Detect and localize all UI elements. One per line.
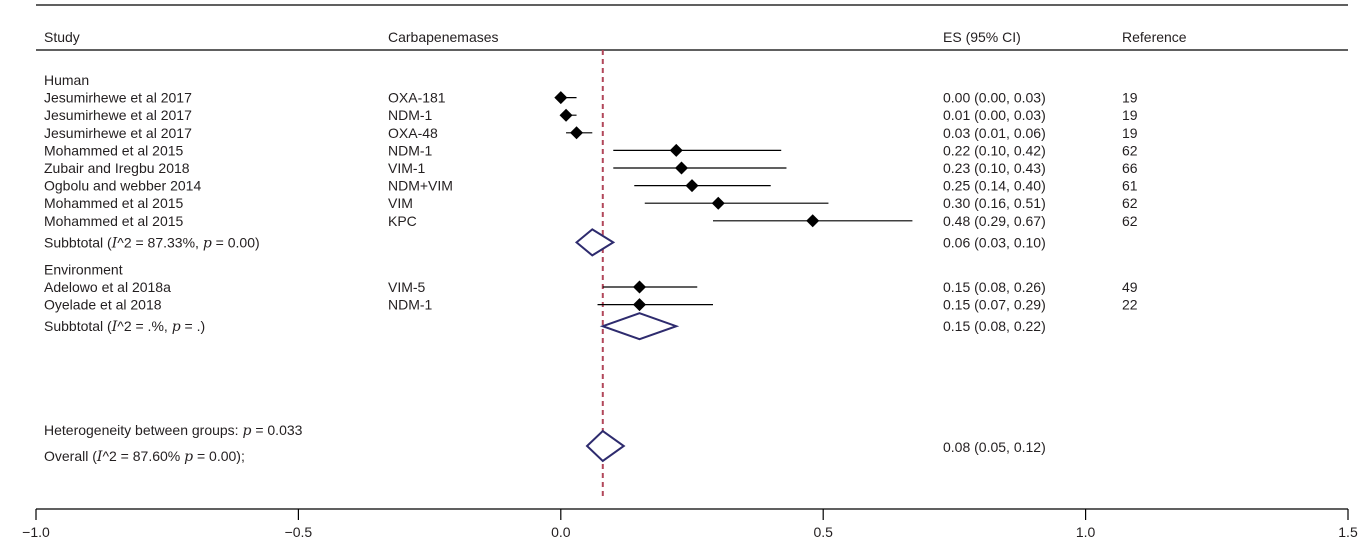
x-tick-label: 1.5 — [1338, 524, 1358, 540]
x-tick-label: 0.0 — [551, 524, 571, 540]
effect-size: 0.00 (0.00, 0.03) — [943, 90, 1046, 106]
overall-effect-size: 0.08 (0.05, 0.12) — [943, 439, 1046, 455]
header-study: Study — [44, 29, 80, 45]
effect-size: 0.30 (0.16, 0.51) — [943, 195, 1046, 211]
study-row: Jesumirhewe et al 2017 NDM-1 0.01 (0.00, 0… — [44, 107, 1138, 123]
heterogeneity-label: Heterogeneity between groups: p = 0.033 — [44, 422, 303, 439]
estimate-marker — [570, 126, 584, 140]
estimate-marker — [711, 196, 725, 210]
carbapenemase: NDM-1 — [388, 142, 433, 158]
study-name: Oyelade et al 2018 — [44, 297, 162, 313]
effect-size: 0.23 (0.10, 0.43) — [943, 160, 1046, 176]
subtotal-label: Subbtotal (I^2 = .%, p = .) — [44, 318, 205, 335]
carbapenemase: NDM-1 — [388, 297, 433, 313]
effect-size: 0.15 (0.07, 0.29) — [943, 297, 1046, 313]
reference-number: 66 — [1122, 160, 1138, 176]
effect-size: 0.22 (0.10, 0.42) — [943, 142, 1046, 158]
estimate-marker — [633, 298, 647, 312]
carbapenemase: VIM — [388, 195, 413, 211]
subtotal-label: Subbtotal (I^2 = 87.33%, p = 0.00) — [44, 234, 260, 251]
effect-size: 0.15 (0.08, 0.26) — [943, 279, 1046, 295]
study-name: Jesumirhewe et al 2017 — [44, 125, 192, 141]
carbapenemase: KPC — [388, 213, 417, 229]
reference-number: 19 — [1122, 107, 1138, 123]
estimate-marker — [559, 108, 573, 122]
study-name: Mohammed et al 2015 — [44, 213, 184, 229]
carbapenemase: OXA-181 — [388, 90, 446, 106]
effect-size: 0.03 (0.01, 0.06) — [943, 125, 1046, 141]
study-name: Mohammed et al 2015 — [44, 142, 184, 158]
x-tick-label: 0.5 — [813, 524, 833, 540]
estimate-marker — [554, 91, 568, 105]
estimate-marker — [806, 214, 820, 228]
header-es: ES (95% CI) — [943, 29, 1021, 45]
study-name: Zubair and Iregbu 2018 — [44, 160, 190, 176]
study-row: Adelowo et al 2018a VIM-5 0.15 (0.08, 0.26… — [44, 279, 1138, 295]
study-row: Zubair and Iregbu 2018 VIM-1 0.23 (0.10, 0… — [44, 160, 1138, 176]
study-row: Oyelade et al 2018 NDM-1 0.15 (0.07, 0.29)… — [44, 297, 1138, 313]
study-row: Mohammed et al 2015 VIM 0.30 (0.16, 0.51) 6… — [44, 195, 1138, 211]
carbapenemase: OXA-48 — [388, 125, 438, 141]
reference-number: 19 — [1122, 125, 1138, 141]
pooled-diamond — [585, 429, 626, 463]
group-label: Environment — [44, 261, 123, 277]
estimate-marker — [685, 179, 699, 193]
estimate-marker — [675, 161, 689, 175]
reference-number: 22 — [1122, 297, 1138, 313]
overall-row: Heterogeneity between groups: p = 0.033 O… — [44, 422, 1046, 465]
study-name: Jesumirhewe et al 2017 — [44, 107, 192, 123]
table-frame — [36, 4, 1348, 51]
x-tick-label: −1.0 — [22, 524, 50, 540]
effect-size: 0.01 (0.00, 0.03) — [943, 107, 1046, 123]
pooled-diamond — [574, 228, 616, 257]
study-row: Jesumirhewe et al 2017 OXA-48 0.03 (0.01, … — [44, 125, 1138, 141]
study-row: Ogbolu and webber 2014 NDM+VIM 0.25 (0.14,… — [44, 178, 1138, 194]
reference-number: 49 — [1122, 279, 1138, 295]
header-carbapenemases: Carbapenemases — [388, 29, 499, 45]
effect-size: 0.48 (0.29, 0.67) — [943, 213, 1046, 229]
carbapenemase: VIM-1 — [388, 160, 426, 176]
x-tick-label: −0.5 — [285, 524, 313, 540]
pooled-diamond — [599, 312, 680, 341]
x-tick-label: 1.0 — [1076, 524, 1096, 540]
study-row: Mohammed et al 2015 NDM-1 0.22 (0.10, 0.42… — [44, 142, 1138, 158]
study-name: Ogbolu and webber 2014 — [44, 178, 201, 194]
effect-size: 0.25 (0.14, 0.40) — [943, 178, 1046, 194]
carbapenemase: NDM+VIM — [388, 178, 453, 194]
study-rows: Human Jesumirhewe et al 2017 OXA-181 0.00 (… — [44, 72, 1138, 465]
carbapenemase: NDM-1 — [388, 107, 433, 123]
group-label: Human — [44, 72, 89, 88]
subtotal-row: Subbtotal (I^2 = .%, p = .) 0.15 (0.08, 0… — [44, 312, 1046, 341]
reference-number: 19 — [1122, 90, 1138, 106]
reference-number: 62 — [1122, 142, 1138, 158]
study-name: Adelowo et al 2018a — [44, 279, 171, 295]
reference-number: 61 — [1122, 178, 1138, 194]
reference-number: 62 — [1122, 195, 1138, 211]
header-reference: Reference — [1122, 29, 1187, 45]
study-name: Mohammed et al 2015 — [44, 195, 184, 211]
subtotal-effect-size: 0.15 (0.08, 0.22) — [943, 318, 1046, 334]
estimate-marker — [633, 280, 647, 294]
study-name: Jesumirhewe et al 2017 — [44, 90, 192, 106]
reference-number: 62 — [1122, 213, 1138, 229]
x-axis: −1.0 −0.5 0.0 0.5 1.0 1.5 — [22, 508, 1358, 540]
study-row: Jesumirhewe et al 2017 OXA-181 0.00 (0.00,… — [44, 90, 1138, 106]
overall-label: Overall (I^2 = 87.60% p = 0.00); — [44, 448, 245, 465]
carbapenemase: VIM-5 — [388, 279, 426, 295]
estimate-marker — [669, 143, 683, 157]
column-headers: Study Carbapenemases ES (95% CI) Reference — [44, 29, 1187, 45]
subtotal-row: Subbtotal (I^2 = 87.33%, p = 0.00) 0.06 (… — [44, 228, 1046, 257]
subtotal-effect-size: 0.06 (0.03, 0.10) — [943, 234, 1046, 250]
study-row: Mohammed et al 2015 KPC 0.48 (0.29, 0.67) 6… — [44, 213, 1138, 229]
